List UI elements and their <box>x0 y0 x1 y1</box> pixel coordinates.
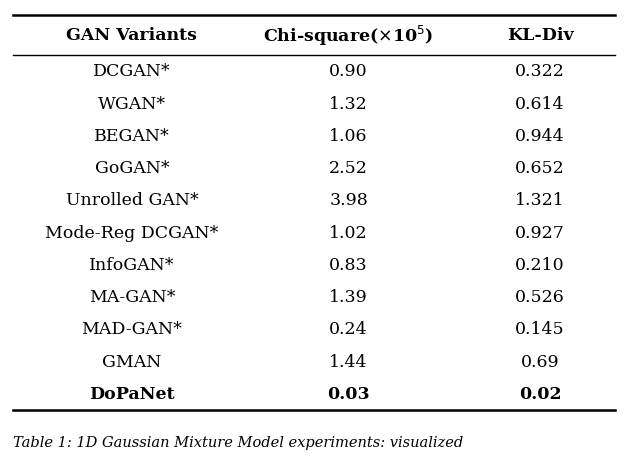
Text: 2.52: 2.52 <box>329 160 368 177</box>
Text: Mode-Reg DCGAN*: Mode-Reg DCGAN* <box>45 224 219 241</box>
Text: Unrolled GAN*: Unrolled GAN* <box>65 192 198 209</box>
Text: 0.83: 0.83 <box>329 257 368 273</box>
Text: BEGAN*: BEGAN* <box>94 128 170 144</box>
Text: 0.02: 0.02 <box>519 385 561 402</box>
Text: InfoGAN*: InfoGAN* <box>89 257 175 273</box>
Text: DoPaNet: DoPaNet <box>89 385 175 402</box>
Text: KL-Div: KL-Div <box>507 27 573 44</box>
Text: 0.322: 0.322 <box>515 63 565 80</box>
Text: MAD-GAN*: MAD-GAN* <box>82 321 182 338</box>
Text: 3.98: 3.98 <box>329 192 368 209</box>
Text: 0.614: 0.614 <box>516 95 565 113</box>
Text: 0.69: 0.69 <box>521 353 560 370</box>
Text: 0.927: 0.927 <box>515 224 565 241</box>
Text: GoGAN*: GoGAN* <box>95 160 169 177</box>
Text: 1.32: 1.32 <box>329 95 368 113</box>
Text: GAN Variants: GAN Variants <box>67 27 197 44</box>
Text: 0.03: 0.03 <box>327 385 370 402</box>
Text: 0.652: 0.652 <box>515 160 565 177</box>
Text: WGAN*: WGAN* <box>98 95 166 113</box>
Text: 0.24: 0.24 <box>329 321 368 338</box>
Text: 0.210: 0.210 <box>515 257 565 273</box>
Text: 0.145: 0.145 <box>515 321 565 338</box>
Text: 1.06: 1.06 <box>329 128 368 144</box>
Text: 1.02: 1.02 <box>329 224 368 241</box>
Text: Chi-square($\times$10$^5$): Chi-square($\times$10$^5$) <box>264 24 433 48</box>
Text: 0.944: 0.944 <box>515 128 565 144</box>
Text: 1.321: 1.321 <box>515 192 565 209</box>
Text: 1.44: 1.44 <box>329 353 368 370</box>
Text: 1.39: 1.39 <box>329 288 368 306</box>
Text: 0.90: 0.90 <box>329 63 368 80</box>
Text: 0.526: 0.526 <box>515 288 565 306</box>
Text: GMAN: GMAN <box>102 353 161 370</box>
Text: Table 1: 1D Gaussian Mixture Model experiments: visualized: Table 1: 1D Gaussian Mixture Model exper… <box>13 435 463 449</box>
Text: MA-GAN*: MA-GAN* <box>89 288 175 306</box>
Text: DCGAN*: DCGAN* <box>93 63 171 80</box>
